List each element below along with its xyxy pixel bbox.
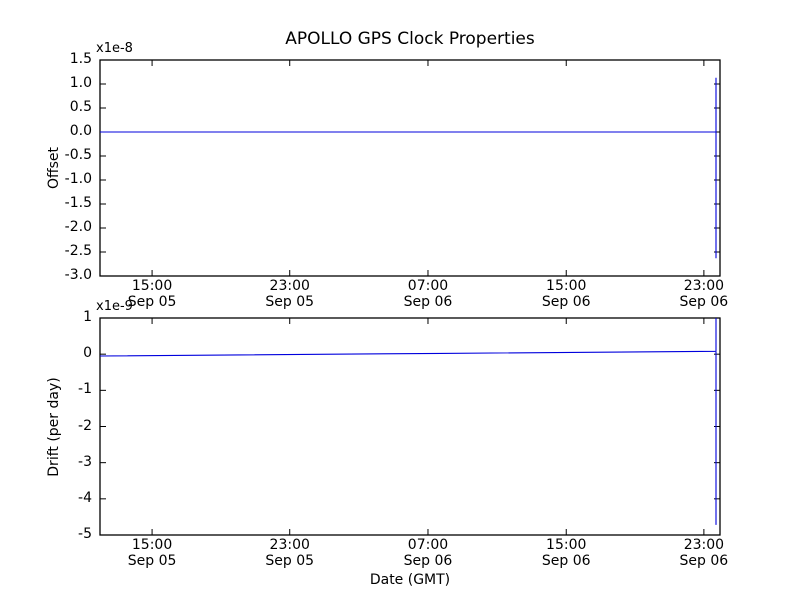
data-line-drift [99,318,717,525]
x-tick-time: 23:00 [269,278,310,294]
y-tick-label: -4 [78,489,92,506]
x-tick-label: 15:00 Sep 05 [110,278,194,310]
y-tick-label: -0.5 [64,147,92,163]
y-tick-label: 1 [83,309,92,325]
data-line-offset [100,77,717,259]
x-tick-time: 23:00 [683,278,725,294]
x-tick-date: Sep 06 [679,294,729,310]
y-tick-label: -1.0 [64,171,92,187]
x-tick-label: 07:00 Sep 06 [386,537,470,569]
y-tick-label: -2.0 [64,219,92,235]
x-tick-date: Sep 06 [403,294,453,310]
scale-factor-label: x1e-9 [96,299,133,314]
y-tick-label: 0.0 [69,123,92,139]
x-tick-date: Sep 05 [265,294,315,310]
x-tick-label: 23:00 Sep 06 [662,537,746,569]
x-tick-time: 15:00 [131,537,173,553]
y-tick-label: -1 [78,381,92,398]
y-tick-label: -2 [78,417,92,434]
y-tick-label: -3 [78,453,92,470]
x-tick-time: 15:00 [546,278,587,294]
y-axis-label: Drift (per day) [46,376,62,477]
y-tick-label: 1.0 [69,75,92,91]
x-tick-label: 15:00 Sep 06 [524,278,608,310]
x-tick-label: 23:00 Sep 06 [662,278,746,310]
x-axis-label: Date (GMT) [369,572,451,588]
x-tick-label: 15:00 Sep 05 [110,537,194,569]
y-axis-label: Offset [46,146,62,190]
x-tick-date: Sep 06 [679,553,729,569]
y-tick-label: -1.5 [64,195,92,211]
x-tick-date: Sep 05 [265,553,315,569]
plot-frame [99,317,721,536]
x-tick-label: 23:00 Sep 05 [248,537,332,569]
x-tick-date: Sep 06 [403,553,453,569]
x-tick-time: 07:00 [407,278,449,294]
x-tick-label: 15:00 Sep 06 [524,537,608,569]
x-tick-date: Sep 05 [127,553,177,569]
x-tick-time: 23:00 [683,537,725,553]
plot-frame [99,59,721,277]
y-tick-label: 1.5 [69,51,92,67]
y-tick-label: -3.0 [64,267,92,283]
x-tick-date: Sep 06 [541,553,591,569]
x-tick-date: Sep 06 [541,294,591,310]
y-tick-label: 0.5 [69,99,92,115]
y-tick-label: 0 [83,345,92,362]
x-tick-time: 15:00 [546,537,587,553]
x-tick-time: 23:00 [269,537,310,553]
offset-plot-area [99,59,721,277]
x-tick-label: 23:00 Sep 05 [248,278,332,310]
x-tick-time: 07:00 [407,537,449,553]
y-tick-label: -2.5 [64,243,92,259]
drift-plot-area [99,317,721,536]
scale-factor-label: x1e-8 [96,41,133,56]
x-tick-date: Sep 05 [127,294,177,310]
y-tick-label: -5 [78,526,92,542]
x-tick-label: 07:00 Sep 06 [386,278,470,310]
chart-title: APOLLO GPS Clock Properties [285,29,535,49]
x-tick-time: 15:00 [131,278,173,294]
